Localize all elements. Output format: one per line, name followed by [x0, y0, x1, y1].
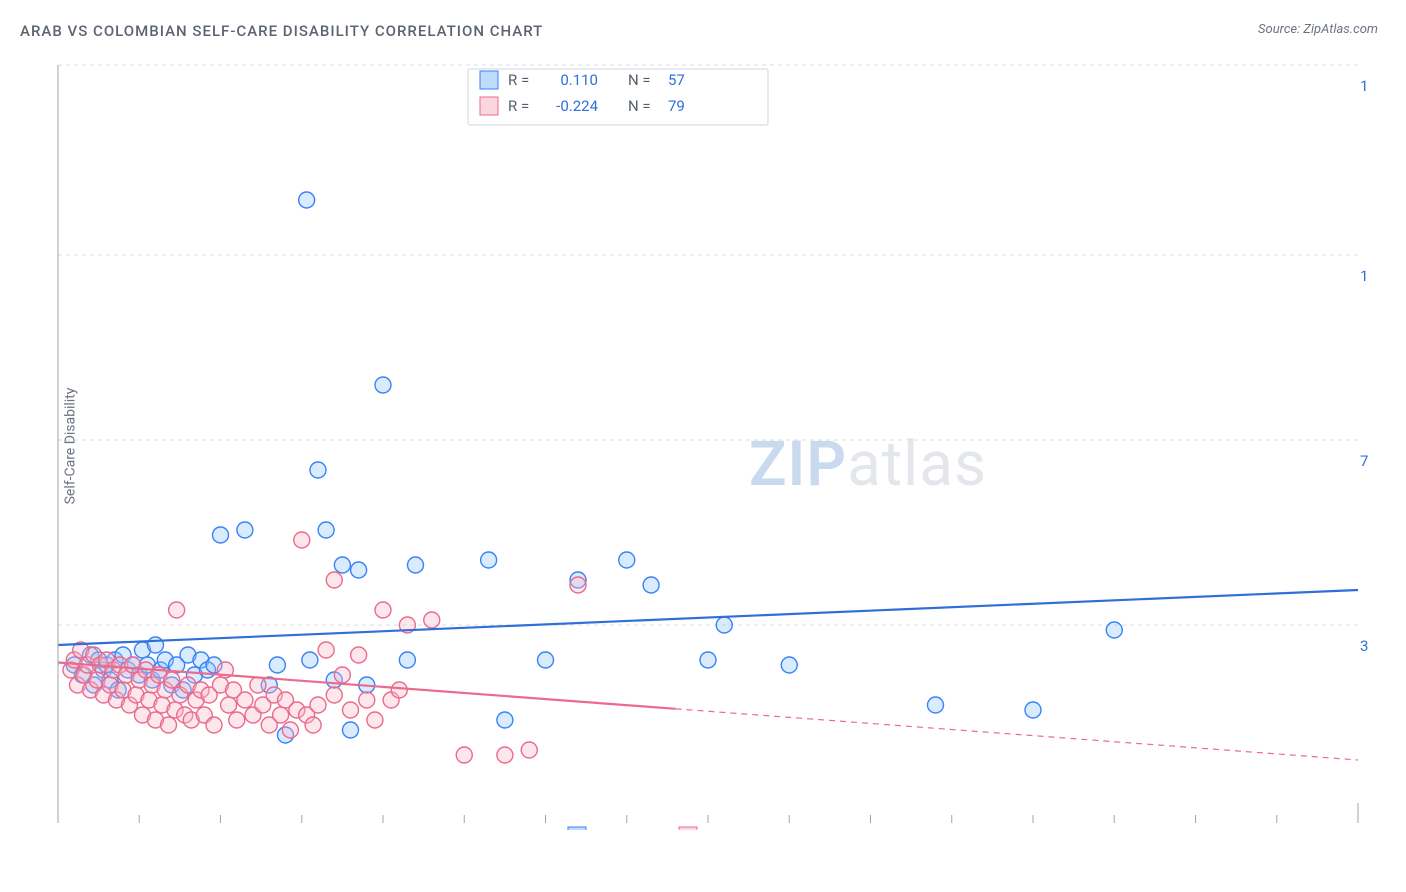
svg-text:-0.224: -0.224: [556, 97, 598, 115]
svg-text:ZIPatlas: ZIPatlas: [749, 428, 987, 501]
svg-text:N =: N =: [628, 71, 651, 89]
svg-text:79: 79: [668, 97, 685, 115]
svg-text:15.0%: 15.0%: [1360, 77, 1368, 95]
svg-text:57: 57: [668, 71, 685, 89]
svg-text:Arabs: Arabs: [594, 827, 633, 830]
svg-text:N =: N =: [628, 97, 651, 115]
svg-text:7.5%: 7.5%: [1360, 452, 1368, 470]
svg-text:80.0%: 80.0%: [1338, 829, 1368, 830]
svg-text:R =: R =: [508, 71, 529, 89]
svg-text:11.2%: 11.2%: [1360, 267, 1368, 285]
chart-title: ARAB VS COLOMBIAN SELF-CARE DISABILITY C…: [20, 22, 543, 40]
chart-source: Source: ZipAtlas.com: [1258, 22, 1378, 37]
svg-text:0.110: 0.110: [560, 71, 598, 89]
svg-text:0.0%: 0.0%: [48, 829, 74, 830]
svg-text:R =: R =: [508, 97, 529, 115]
svg-text:Colombians: Colombians: [705, 827, 785, 830]
correlation-chart: ZIPatlas 3.8% 7.5% 11.2% 15.0% 0.0% 80.0% R = 0.…: [48, 55, 1368, 830]
svg-text:3.8%: 3.8%: [1360, 637, 1368, 655]
